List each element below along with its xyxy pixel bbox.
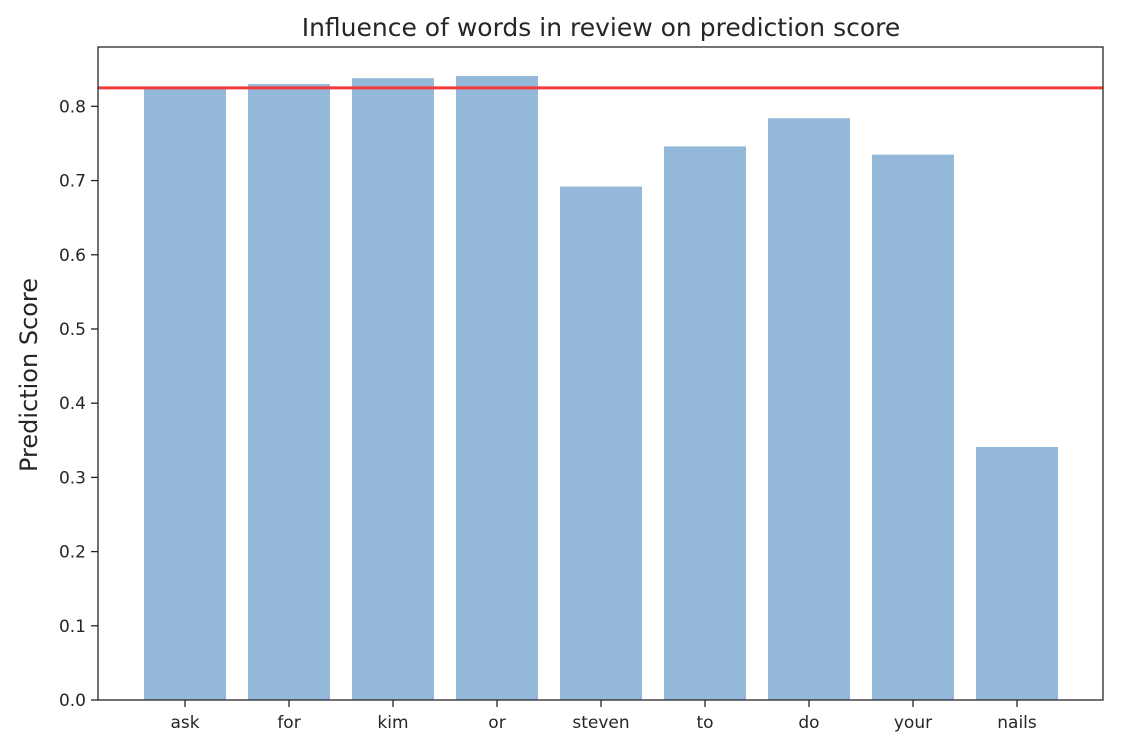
bars-group (144, 75, 1058, 701)
bar-steven (560, 186, 642, 701)
y-tick-label: 0.5 (59, 320, 86, 340)
x-tick-label: to (696, 713, 713, 733)
bar-do (768, 118, 850, 700)
plot-frame (97, 46, 1104, 701)
x-tick-label: kim (377, 713, 408, 733)
y-tick-label: 0.4 (59, 394, 86, 414)
x-tick-label: do (798, 713, 819, 733)
y-tick-label: 0.7 (59, 172, 86, 192)
bar-or (456, 75, 538, 701)
x-tick-label: nails (997, 713, 1037, 733)
bar-for (248, 84, 330, 700)
y-tick-label: 0.8 (59, 97, 86, 117)
y-tick-label: 0.1 (59, 617, 86, 637)
x-tick-label: ask (170, 713, 199, 733)
x-tick-label: your (894, 713, 932, 733)
x-axis: ask for kim or steven to do your nails (170, 700, 1037, 733)
bar-to (664, 146, 746, 701)
y-tick-label: 0.3 (59, 468, 86, 488)
x-tick-label: steven (572, 713, 629, 733)
bar-your (872, 154, 954, 701)
y-tick-label: 0.2 (59, 543, 86, 563)
y-tick-label: 0.0 (59, 691, 86, 711)
chart-title: Influence of words in review on predicti… (302, 13, 901, 42)
y-axis: 0.0 0.1 0.2 0.3 0.4 0.5 0.6 0.7 0.8 (59, 97, 98, 711)
y-axis-label: Prediction Score (15, 278, 43, 472)
bar-nails (976, 446, 1058, 700)
y-tick-label: 0.6 (59, 246, 86, 266)
x-tick-label: for (277, 713, 300, 733)
bar-kim (352, 78, 434, 701)
bar-ask (144, 87, 226, 700)
x-tick-label: or (488, 713, 505, 733)
